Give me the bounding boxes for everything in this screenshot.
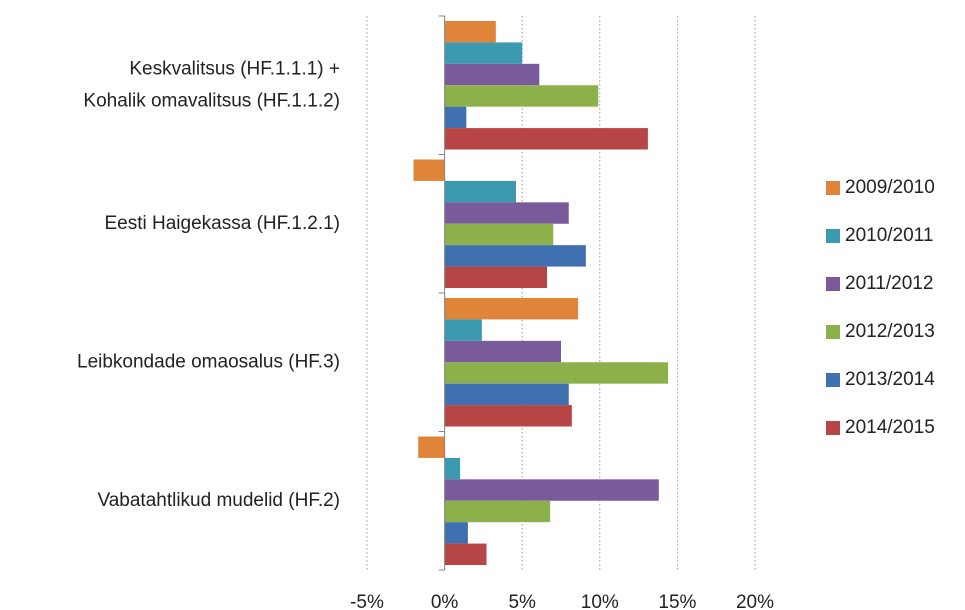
bar	[444, 245, 586, 267]
bar	[444, 202, 569, 224]
bar	[444, 128, 648, 150]
bar	[444, 479, 659, 501]
bar	[444, 42, 523, 64]
legend-label: 2010/2011	[845, 225, 933, 246]
bar	[413, 159, 445, 181]
x-tick-label: -5%	[350, 592, 384, 610]
bar	[444, 405, 572, 427]
legend-label: 2012/2013	[845, 321, 935, 342]
bar	[444, 340, 561, 363]
legend-swatch	[826, 277, 840, 291]
bar	[444, 223, 554, 246]
legend-swatch	[826, 325, 840, 339]
bar	[444, 522, 468, 544]
bar	[444, 21, 496, 43]
bar	[444, 319, 482, 341]
bar	[444, 298, 579, 320]
x-tick-label: 20%	[736, 592, 774, 610]
y-tick-label: Eesti Haigekassa (HF.1.2.1)	[105, 213, 341, 234]
y-tick-label: Vabatahtlikud mudelid (HF.2)	[97, 490, 340, 511]
legend-swatch	[826, 181, 840, 195]
legend-label: 2014/2015	[845, 417, 935, 438]
bar	[444, 180, 516, 203]
bar	[444, 266, 548, 288]
legend-label: 2009/2010	[845, 177, 935, 198]
bar	[418, 436, 445, 458]
x-tick-label: 10%	[581, 592, 619, 610]
legend-swatch	[826, 421, 840, 435]
bar	[444, 85, 599, 107]
bar	[444, 500, 551, 523]
x-tick-label: 0%	[431, 592, 459, 610]
x-tick-label: 15%	[658, 592, 696, 610]
bar	[444, 383, 569, 406]
x-tick-label: 5%	[508, 592, 536, 610]
y-tick-label: Keskvalitsus (HF.1.1.1) + Kohalik omavali…	[83, 58, 340, 111]
bar	[444, 106, 467, 129]
legend-label: 2011/2012	[845, 273, 933, 294]
bar	[444, 543, 487, 565]
bar	[444, 63, 540, 86]
y-tick-label: Leibkondade omaosalus (HF.3)	[77, 351, 340, 372]
bar	[444, 457, 461, 480]
bar	[444, 362, 669, 384]
legend-swatch	[826, 229, 840, 243]
legend-label: 2013/2014	[845, 369, 935, 390]
legend-swatch	[826, 373, 840, 387]
